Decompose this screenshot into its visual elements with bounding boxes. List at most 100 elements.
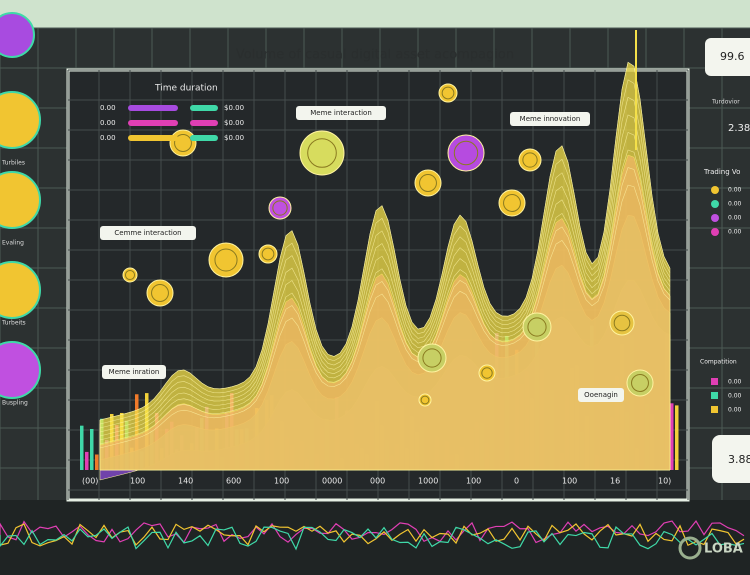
ridge-line	[99, 96, 671, 440]
coin	[417, 343, 447, 373]
legend-left: 0.00	[100, 104, 116, 112]
value-box	[705, 38, 750, 76]
bar	[670, 403, 674, 470]
wave-line	[0, 520, 745, 544]
legend-left: 0.00	[100, 119, 116, 127]
bar	[675, 405, 679, 470]
coin-ring	[124, 269, 136, 281]
dot	[711, 378, 718, 385]
coin-ring	[631, 374, 649, 392]
left-panel: Turbiles Evaling Turbeits Buspling	[0, 12, 41, 407]
right-value: 2.38	[728, 123, 750, 134]
legend-bar	[190, 135, 218, 141]
side-chart	[0, 261, 41, 319]
legend-right: $0.00	[224, 104, 244, 112]
bar	[95, 454, 99, 470]
wave-line	[0, 526, 745, 551]
coin-ring	[453, 140, 479, 166]
legend-bar	[190, 120, 218, 126]
coin	[414, 169, 442, 197]
left-label: Turbeits	[1, 320, 26, 327]
legend-bar	[190, 105, 218, 111]
title: Volume of casual digital asset acompagio…	[236, 48, 514, 63]
side-chart	[0, 171, 41, 229]
coin	[522, 312, 552, 342]
coin	[146, 279, 174, 307]
coin-ring	[503, 194, 521, 212]
right-heading: Trading Vo	[703, 168, 740, 176]
x-label: (00)	[82, 477, 98, 486]
coin-ring	[522, 152, 538, 168]
left-label: Buspling	[2, 400, 28, 407]
ridge-line	[99, 167, 671, 445]
coin-ring	[307, 138, 337, 168]
dot	[711, 392, 718, 399]
right-row: 0.00	[728, 215, 742, 222]
ridge-line	[99, 132, 671, 440]
x-label: 1000	[418, 477, 438, 486]
annotation-box	[102, 365, 166, 379]
top-strip	[0, 0, 750, 28]
annotation-box	[510, 112, 590, 126]
coin	[208, 242, 244, 278]
dot	[711, 406, 718, 413]
x-label: 600	[226, 477, 241, 486]
coin	[498, 189, 526, 217]
dot	[711, 214, 719, 222]
coin	[447, 134, 485, 172]
x-label: 100	[130, 477, 145, 486]
bottom-value: 3.88	[728, 453, 750, 466]
legend-bar	[128, 120, 178, 126]
coin	[299, 130, 345, 176]
dot	[711, 228, 719, 236]
annotations: Meme interaction Meme innovation Cemme int…	[100, 106, 624, 402]
right-row: 0.00	[728, 407, 742, 414]
legend-bar	[128, 105, 178, 111]
ridge-line	[99, 79, 671, 440]
coin	[268, 196, 292, 220]
coin	[609, 310, 635, 336]
x-label: 10)	[658, 477, 671, 486]
x-label: 0000	[322, 477, 342, 486]
x-label: 16	[610, 477, 620, 486]
legend-right: $0.00	[224, 119, 244, 127]
coin-ring	[527, 317, 547, 337]
right-label: Turdovior	[711, 99, 740, 106]
value-box	[712, 435, 750, 483]
ridge-line	[99, 184, 671, 449]
legend-right: $0.00	[224, 134, 244, 142]
right-heading: Compatition	[700, 359, 737, 366]
dot	[711, 200, 719, 208]
coin-ring	[174, 134, 192, 152]
right-row: 0.00	[728, 201, 742, 208]
annotation-text: Ooenagin	[584, 391, 618, 399]
side-chart	[0, 12, 35, 58]
ridge-line	[99, 149, 671, 441]
right-row: 0.00	[728, 393, 742, 400]
annotation-text: Meme interaction	[310, 109, 372, 117]
annotation-box	[296, 106, 386, 120]
coin	[438, 83, 458, 103]
x-label: 140	[178, 477, 193, 486]
ridge-line	[99, 114, 671, 440]
right-row: 0.00	[728, 379, 742, 386]
coin-ring	[420, 395, 430, 405]
annotation-text: Cemme interaction	[114, 229, 181, 237]
coin	[258, 244, 278, 264]
bar	[90, 428, 94, 470]
coin-ring	[151, 284, 169, 302]
right-panel: 99.6 Turdovior 2.38 Trading Vo 0.00 0.00 0.00 0…	[700, 38, 750, 483]
logo-icon	[678, 536, 702, 560]
side-chart	[0, 341, 41, 399]
areas	[99, 30, 671, 481]
annotation-box	[578, 388, 624, 402]
ridge-line	[99, 61, 671, 440]
x-label: 000	[370, 477, 385, 486]
annotation-text: Meme inration	[109, 368, 160, 376]
coin-ring	[422, 348, 442, 368]
bottom-wave	[0, 520, 745, 551]
side-chart	[0, 91, 41, 149]
left-label: Evaling	[2, 240, 24, 247]
left-label: Turbiles	[1, 160, 25, 167]
